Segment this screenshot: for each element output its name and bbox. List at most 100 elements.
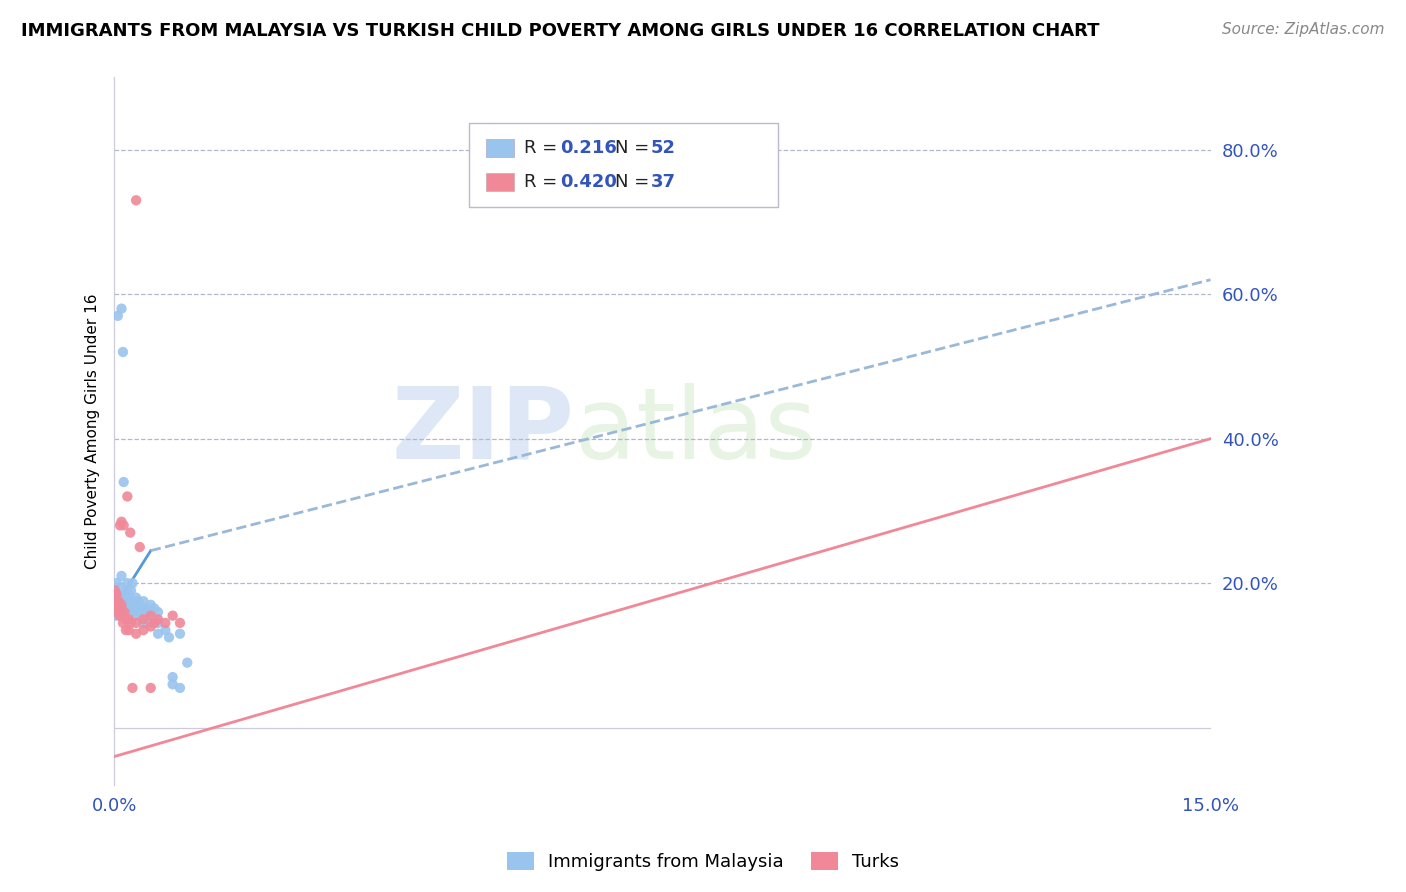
Point: [127, 605, 149, 619]
Text: R =: R =: [524, 172, 562, 191]
Point: [146, 626, 169, 640]
Point: [139, 605, 162, 619]
Point: [132, 608, 155, 623]
Point: [146, 615, 169, 630]
Point: [110, 580, 132, 594]
Point: [110, 569, 132, 583]
Point: [162, 608, 184, 623]
Point: [122, 601, 145, 615]
Point: [162, 677, 184, 691]
Point: [162, 670, 184, 684]
Point: [108, 518, 131, 533]
Point: [104, 583, 127, 598]
Point: [104, 608, 127, 623]
Point: [111, 615, 134, 630]
Point: [121, 681, 143, 695]
Point: [139, 615, 162, 630]
Point: [112, 605, 135, 619]
Point: [112, 475, 135, 489]
Point: [120, 525, 142, 540]
Point: [118, 587, 141, 601]
Point: [118, 623, 141, 637]
Point: [105, 587, 128, 601]
Text: 37: 37: [651, 172, 675, 191]
Point: [105, 598, 128, 612]
Text: 0.216: 0.216: [561, 139, 617, 157]
Point: [105, 576, 128, 591]
Text: IMMIGRANTS FROM MALAYSIA VS TURKISH CHILD POVERTY AMONG GIRLS UNDER 16 CORRELATI: IMMIGRANTS FROM MALAYSIA VS TURKISH CHIL…: [21, 22, 1099, 40]
Point: [132, 594, 155, 608]
Point: [108, 608, 131, 623]
Point: [132, 615, 155, 630]
Point: [115, 583, 138, 598]
Point: [110, 594, 132, 608]
Point: [125, 591, 148, 605]
Point: [111, 345, 134, 359]
Point: [110, 515, 132, 529]
Text: 0.420: 0.420: [561, 172, 617, 191]
Text: R =: R =: [524, 139, 562, 157]
Point: [125, 626, 148, 640]
Point: [120, 583, 142, 598]
Point: [125, 608, 148, 623]
Point: [136, 601, 159, 615]
Point: [146, 612, 169, 626]
Point: [105, 587, 128, 601]
Point: [108, 591, 131, 605]
Point: [155, 623, 177, 637]
Point: [117, 490, 139, 504]
Point: [112, 587, 135, 601]
Point: [127, 594, 149, 608]
Point: [120, 615, 142, 630]
Point: [122, 594, 145, 608]
Point: [132, 623, 155, 637]
Point: [139, 681, 162, 695]
Point: [115, 601, 138, 615]
Point: [169, 681, 191, 695]
Point: [125, 598, 148, 612]
Point: [107, 605, 129, 619]
Point: [121, 576, 143, 591]
Point: [169, 626, 191, 640]
Point: [110, 601, 132, 615]
Point: [115, 623, 138, 637]
Point: [125, 194, 148, 208]
Point: [108, 608, 131, 623]
Point: [111, 608, 134, 623]
Point: [112, 518, 135, 533]
Text: N =: N =: [616, 139, 655, 157]
Point: [114, 594, 136, 608]
Point: [139, 608, 162, 623]
Point: [118, 612, 141, 626]
Point: [155, 615, 177, 630]
Point: [128, 540, 150, 554]
Point: [104, 594, 127, 608]
Legend: Immigrants from Malaysia, Turks: Immigrants from Malaysia, Turks: [499, 845, 907, 879]
Point: [120, 594, 142, 608]
Text: atlas: atlas: [575, 383, 817, 480]
Point: [132, 601, 155, 615]
Point: [114, 612, 136, 626]
Y-axis label: Child Poverty Among Girls Under 16: Child Poverty Among Girls Under 16: [86, 293, 100, 569]
Point: [132, 612, 155, 626]
Point: [107, 601, 129, 615]
Point: [107, 594, 129, 608]
Point: [125, 615, 148, 630]
Point: [176, 656, 198, 670]
Text: Source: ZipAtlas.com: Source: ZipAtlas.com: [1222, 22, 1385, 37]
Point: [169, 615, 191, 630]
Text: 52: 52: [651, 139, 675, 157]
Point: [128, 598, 150, 612]
Point: [118, 608, 141, 623]
Point: [143, 601, 166, 615]
Point: [139, 619, 162, 633]
Text: N =: N =: [616, 172, 655, 191]
Point: [143, 615, 166, 630]
Text: ZIP: ZIP: [392, 383, 575, 480]
Point: [157, 631, 180, 645]
Point: [139, 598, 162, 612]
Point: [118, 601, 141, 615]
Point: [107, 309, 129, 323]
Point: [110, 301, 132, 316]
Point: [117, 594, 139, 608]
